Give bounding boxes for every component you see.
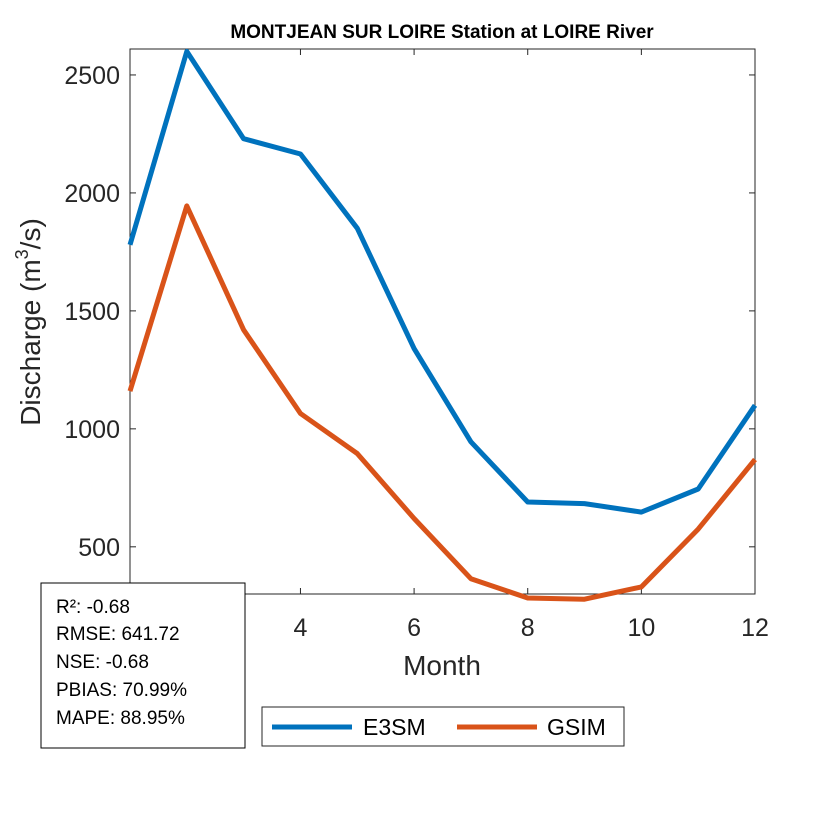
y-tick-label: 1500 [64, 298, 120, 326]
y-axis-label-end: /s) [15, 218, 46, 249]
stats-pbias: PBIAS: 70.99% [56, 680, 187, 701]
y-tick-label: 2000 [64, 180, 120, 208]
x-axis-label: Month [403, 650, 481, 681]
legend: E3SM GSIM [261, 706, 625, 747]
x-tick-label: 4 [294, 614, 308, 642]
x-tick-label: 12 [741, 614, 769, 642]
stats-nse: NSE: -0.68 [56, 652, 149, 673]
y-tick-label: 500 [78, 534, 120, 562]
y-axis-label: Discharge (m3/s) [12, 218, 46, 426]
series-line-gsim [127, 203, 757, 602]
stats-mape: MAPE: 88.95% [56, 708, 185, 729]
stats-rmse: RMSE: 641.72 [56, 624, 180, 645]
stats-r2: R²: -0.68 [56, 597, 130, 618]
y-axis-label-main: Discharge (m [15, 259, 46, 425]
y-tick-label: 1000 [64, 416, 120, 444]
x-tick-label: 8 [521, 614, 535, 642]
plot-area: 500 1000 1500 2000 2500 4 6 8 10 12 [64, 48, 769, 642]
stats-frame [40, 582, 246, 749]
y-axis-label-sup: 3 [12, 249, 32, 259]
y-axis-ticks: 500 1000 1500 2000 2500 [64, 62, 755, 562]
series-lines [127, 48, 758, 602]
x-tick-label: 10 [627, 614, 655, 642]
x-tick-label: 6 [407, 614, 421, 642]
chart-title: MONTJEAN SUR LOIRE Station at LOIRE Rive… [230, 22, 654, 43]
y-tick-label: 2500 [64, 62, 120, 90]
legend-label-e3sm: E3SM [363, 714, 426, 740]
x-axis-ticks: 4 6 8 10 12 [294, 49, 769, 642]
plot-frame [129, 48, 756, 595]
stats-box: R²: -0.68 RMSE: 641.72 NSE: -0.68 PBIAS:… [40, 582, 246, 749]
series-line-e3sm [127, 48, 758, 515]
legend-label-gsim: GSIM [547, 714, 606, 740]
